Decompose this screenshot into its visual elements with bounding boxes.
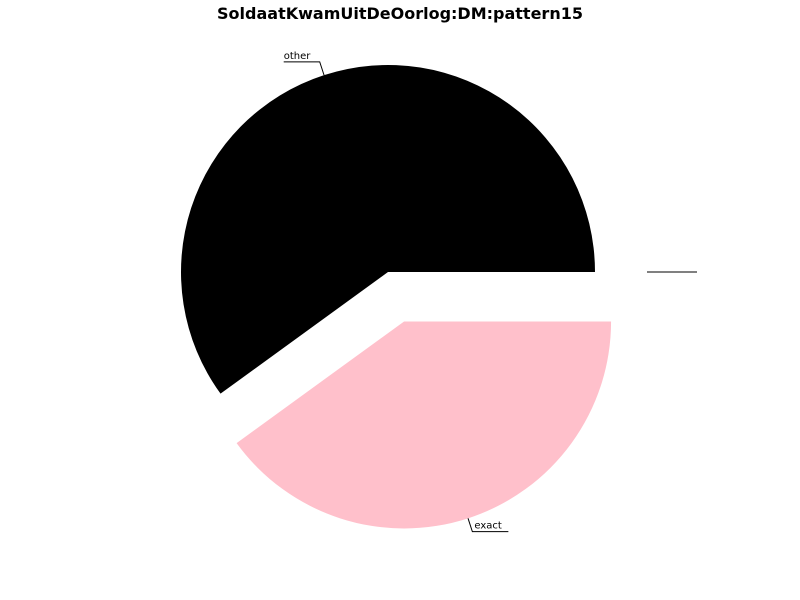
- pie-slices: [180, 64, 612, 529]
- pie-slice-exact-1: [236, 321, 612, 529]
- leader-line-exact-1: [467, 518, 509, 533]
- chart-title: SoldaatKwamUitDeOorlog:DM:pattern15: [217, 4, 583, 23]
- slice-label-other-0: other: [284, 51, 312, 62]
- leader-line-other-0: [283, 61, 325, 76]
- pie-slice-other-0: [180, 64, 595, 394]
- slice-label-exact-1: exact: [474, 521, 502, 532]
- pie-labels: other exact: [283, 51, 697, 533]
